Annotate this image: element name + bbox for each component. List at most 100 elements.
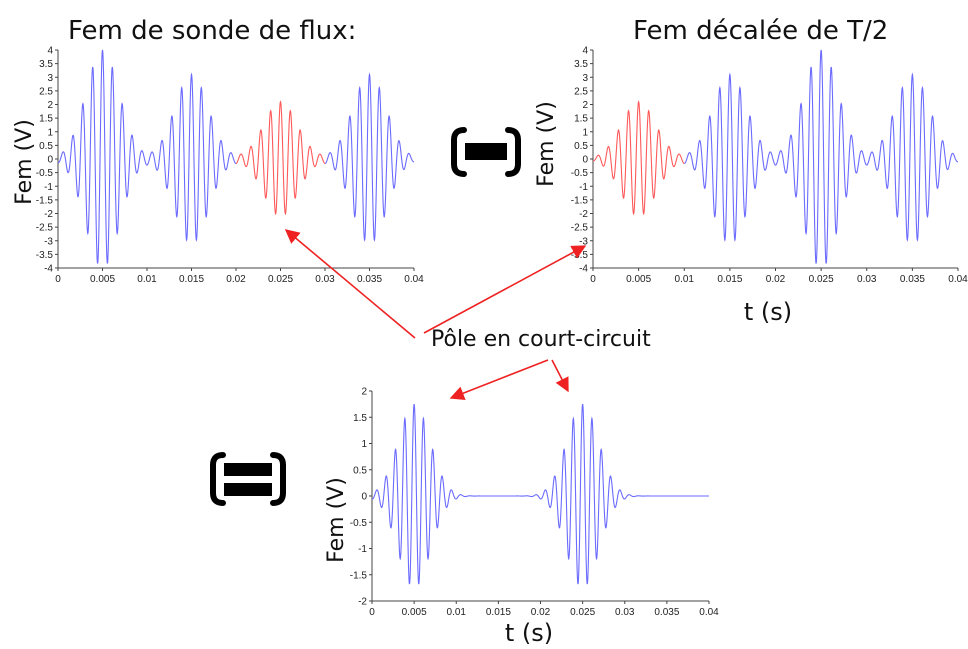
equals-bar-bottom [224,483,272,496]
equals-operator [210,452,286,506]
y-tick-label: -1 [44,182,53,193]
y-tick-label: -2.5 [571,223,589,234]
chart-flux-probe-emf: Fem de sonde de flux: Fem (V) 0 0.005 0.01… [12,16,424,285]
y-tick-label: 1 [47,127,53,138]
y-tick-label: -2 [358,597,367,608]
chart-1-y-label: Fem (V) [12,119,37,205]
chart-2-title: Fem décalée de T/2 [633,16,888,46]
chart-3-y-label: Fem (V) [324,477,349,563]
y-tick-label: -1.5 [571,195,589,206]
x-tick-label: 0.005 [90,274,115,285]
y-tick-label: -0.5 [350,518,368,529]
x-tick-label: 0.03 [857,274,877,285]
x-tick-label: 0.04 [948,274,968,285]
minus-left-bracket [451,127,467,177]
y-tick-label: 4 [47,46,53,57]
y-tick-label: 1.5 [574,114,588,125]
x-tick-label: 0.04 [699,607,719,618]
equals-bar-top [224,463,272,476]
y-tick-label: 0.5 [574,141,588,152]
chart-difference-emf: Fem (V) t (s) 0 0.005 0.01 0.015 0.02 0.025 0.… [324,387,719,648]
x-tick-label: 0.025 [268,274,293,285]
chart-2-y-label: Fem (V) [534,101,559,187]
chart-shifted-emf: Fem décalée de T/2 Fem (V) t (s) 0 0.005 0… [534,16,968,326]
x-tick-label: 0.025 [570,607,595,618]
x-tick-label: 0.015 [717,274,742,285]
x-tick-label: 0 [369,607,375,618]
y-tick-label: -2 [579,209,588,220]
chart-3-ticks: 0 0.005 0.01 0.015 0.02 0.025 0.03 0.035 0.04 -2 -… [350,387,719,619]
y-tick-label: -3.5 [36,250,54,261]
y-tick-label: -2 [44,209,53,220]
arrow-to-chart-2 [423,245,587,334]
arrow-to-chart-3-right [551,359,569,393]
series-line-0 [57,49,237,264]
x-tick-label: 0.03 [615,607,635,618]
series-line-2 [324,72,415,243]
x-tick-label: 0.005 [626,274,651,285]
minus-sign [465,143,507,160]
x-tick-label: 0.02 [766,274,786,285]
y-tick-label: 0.5 [353,465,367,476]
arrow-to-chart-1 [284,229,416,339]
chart-1-series [57,49,415,264]
x-tick-label: 0.03 [315,274,335,285]
y-tick-label: 4 [582,46,588,57]
x-tick-label: 0.005 [402,607,427,618]
x-tick-label: 0.035 [900,274,925,285]
chart-2-ticks: 0 0.005 0.01 0.015 0.02 0.025 0.03 0.035 0.04 -4 -… [571,46,968,286]
y-tick-label: 3.5 [574,59,588,70]
chart-2-x-label: t (s) [744,298,792,326]
y-tick-label: 2.5 [39,86,53,97]
annotation-label: Pôle en court-circuit [431,327,651,352]
y-tick-label: 0 [582,155,588,166]
series-line-0 [592,100,685,216]
y-tick-label: -0.5 [571,168,589,179]
x-tick-label: 0.035 [654,607,679,618]
y-tick-label: 2.5 [574,86,588,97]
x-tick-label: 0.015 [179,274,204,285]
equals-left-bracket [210,452,226,506]
chart-1-title: Fem de sonde de flux: [68,16,356,46]
x-tick-label: 0 [590,274,596,285]
y-tick-label: 2 [361,387,367,398]
y-tick-label: 1 [361,439,367,450]
y-tick-label: -1 [579,182,588,193]
x-tick-label: 0.025 [809,274,834,285]
y-tick-label: -2.5 [36,223,54,234]
y-tick-label: 2 [582,100,588,111]
y-tick-label: 3.5 [39,59,53,70]
y-tick-label: 1.5 [39,114,53,125]
minus-right-bracket [505,127,521,177]
y-tick-label: -3 [579,236,588,247]
series-line-1 [235,100,326,216]
chart-3-series [371,404,709,585]
y-tick-label: -0.5 [36,168,54,179]
x-tick-label: 0.01 [447,607,467,618]
y-tick-label: -1.5 [36,195,54,206]
y-tick-label: -4 [44,264,53,275]
chart-1-ticks: 0 0.005 0.01 0.015 0.02 0.025 0.03 0.035 0.04 -4 -… [36,46,424,286]
y-tick-label: 0 [361,492,367,503]
y-tick-label: -1 [358,544,367,555]
y-tick-label: 0 [47,155,53,166]
y-tick-label: 1 [582,127,588,138]
y-tick-label: 1.5 [353,413,367,424]
x-tick-label: 0 [55,274,61,285]
x-tick-label: 0.02 [226,274,246,285]
y-tick-label: -4 [579,264,588,275]
y-tick-label: 3 [582,73,588,84]
x-tick-label: 0.04 [404,274,424,285]
equals-right-bracket [270,452,286,506]
arrow-to-chart-3-left [449,359,549,400]
y-tick-label: -1.5 [350,570,368,581]
x-tick-label: 0.035 [357,274,382,285]
x-tick-label: 0.02 [531,607,551,618]
series-line-0 [371,404,709,585]
y-tick-label: 0.5 [39,141,53,152]
x-tick-label: 0.01 [137,274,157,285]
chart-2-series [592,49,959,264]
x-tick-label: 0.015 [486,607,511,618]
series-line-1 [684,49,959,264]
